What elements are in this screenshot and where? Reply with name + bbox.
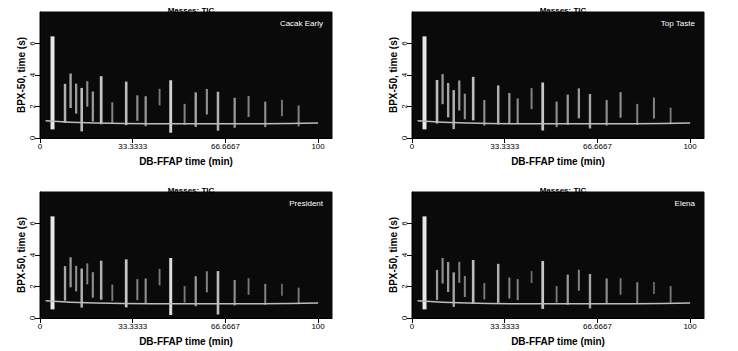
svg-text:4: 4 — [400, 72, 409, 77]
svg-text:BPX-50, time (s): BPX-50, time (s) — [388, 37, 399, 113]
svg-text:Masses: TIC: Masses: TIC — [168, 186, 215, 195]
svg-text:0: 0 — [28, 315, 37, 320]
svg-text:0: 0 — [400, 315, 409, 320]
svg-text:4: 4 — [400, 252, 409, 257]
svg-text:President: President — [289, 199, 324, 208]
svg-text:4: 4 — [28, 72, 37, 77]
svg-text:100: 100 — [311, 142, 325, 151]
svg-text:6: 6 — [28, 221, 37, 226]
svg-text:DB-FFAP time (min): DB-FFAP time (min) — [511, 336, 605, 347]
svg-text:100: 100 — [683, 322, 697, 331]
svg-text:0: 0 — [38, 322, 43, 331]
svg-text:6: 6 — [400, 221, 409, 226]
svg-text:Masses: TIC: Masses: TIC — [540, 6, 587, 15]
svg-text:DB-FFAP time (min): DB-FFAP time (min) — [139, 156, 233, 167]
svg-text:0: 0 — [410, 322, 415, 331]
svg-text:2: 2 — [28, 284, 37, 289]
svg-text:33.3333: 33.3333 — [490, 142, 519, 151]
svg-text:66.6667: 66.6667 — [583, 322, 612, 331]
svg-text:BPX-50, time (s): BPX-50, time (s) — [16, 217, 27, 293]
svg-text:Elena: Elena — [675, 199, 696, 208]
svg-text:6: 6 — [28, 41, 37, 46]
svg-text:33.3333: 33.3333 — [490, 322, 519, 331]
svg-text:0: 0 — [28, 135, 37, 140]
svg-text:6: 6 — [400, 41, 409, 46]
svg-text:Top Taste: Top Taste — [661, 19, 696, 28]
svg-text:33.3333: 33.3333 — [118, 142, 147, 151]
svg-text:BPX-50, time (s): BPX-50, time (s) — [388, 217, 399, 293]
svg-text:66.6667: 66.6667 — [583, 142, 612, 151]
svg-text:Masses: TIC: Masses: TIC — [168, 6, 215, 15]
svg-text:Masses: TIC: Masses: TIC — [540, 186, 587, 195]
svg-text:100: 100 — [311, 322, 325, 331]
svg-text:0: 0 — [400, 135, 409, 140]
svg-text:4: 4 — [28, 252, 37, 257]
svg-text:DB-FFAP time (min): DB-FFAP time (min) — [139, 336, 233, 347]
svg-text:2: 2 — [400, 104, 409, 109]
svg-text:66.6667: 66.6667 — [211, 322, 240, 331]
svg-text:2: 2 — [28, 104, 37, 109]
svg-text:100: 100 — [683, 142, 697, 151]
svg-text:2: 2 — [400, 284, 409, 289]
svg-text:BPX-50, time (s): BPX-50, time (s) — [16, 37, 27, 113]
svg-text:0: 0 — [410, 142, 415, 151]
svg-text:DB-FFAP time (min): DB-FFAP time (min) — [511, 156, 605, 167]
svg-text:66.6667: 66.6667 — [211, 142, 240, 151]
svg-text:33.3333: 33.3333 — [118, 322, 147, 331]
svg-text:0: 0 — [38, 142, 43, 151]
svg-text:Cacak Early: Cacak Early — [280, 19, 323, 28]
